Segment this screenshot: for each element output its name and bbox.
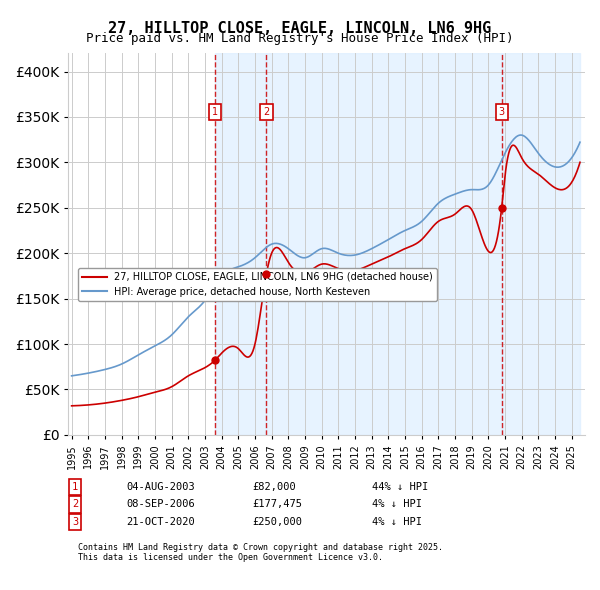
Text: 4% ↓ HPI: 4% ↓ HPI [372, 517, 422, 527]
Text: Contains HM Land Registry data © Crown copyright and database right 2025.: Contains HM Land Registry data © Crown c… [78, 543, 443, 552]
Text: 1: 1 [72, 482, 78, 491]
Text: This data is licensed under the Open Government Licence v3.0.: This data is licensed under the Open Gov… [78, 553, 383, 562]
Text: 2: 2 [263, 107, 269, 117]
Text: £250,000: £250,000 [252, 517, 302, 527]
Text: £177,475: £177,475 [252, 500, 302, 509]
Text: Price paid vs. HM Land Registry's House Price Index (HPI): Price paid vs. HM Land Registry's House … [86, 32, 514, 45]
Text: 44% ↓ HPI: 44% ↓ HPI [372, 482, 428, 491]
Text: 4% ↓ HPI: 4% ↓ HPI [372, 500, 422, 509]
Text: 27, HILLTOP CLOSE, EAGLE, LINCOLN, LN6 9HG: 27, HILLTOP CLOSE, EAGLE, LINCOLN, LN6 9… [109, 21, 491, 35]
Text: 3: 3 [499, 107, 505, 117]
Bar [215, 53, 266, 435]
Bar [266, 53, 502, 435]
Text: 08-SEP-2006: 08-SEP-2006 [126, 500, 195, 509]
Text: 1: 1 [212, 107, 218, 117]
Legend: 27, HILLTOP CLOSE, EAGLE, LINCOLN, LN6 9HG (detached house), HPI: Average price,: 27, HILLTOP CLOSE, EAGLE, LINCOLN, LN6 9… [79, 268, 437, 301]
Text: 04-AUG-2003: 04-AUG-2003 [126, 482, 195, 491]
Text: 2: 2 [72, 500, 78, 509]
Text: £82,000: £82,000 [252, 482, 296, 491]
Text: 21-OCT-2020: 21-OCT-2020 [126, 517, 195, 527]
Bar [502, 53, 580, 435]
Text: 3: 3 [72, 517, 78, 527]
